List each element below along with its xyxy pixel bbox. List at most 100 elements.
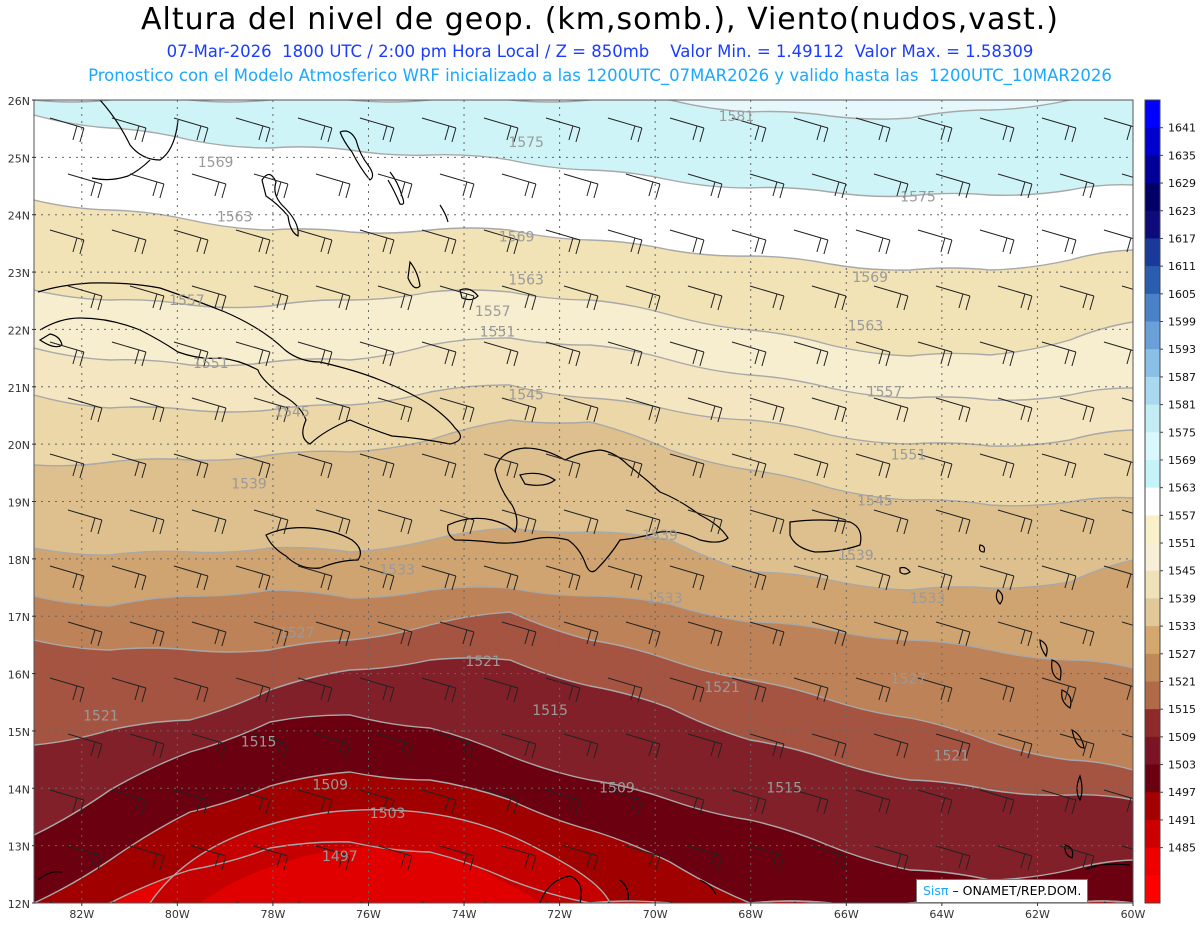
barb-flag (462, 853, 468, 869)
barb-shaft (173, 229, 209, 241)
barb-flag (389, 351, 395, 367)
wind-barb (917, 677, 953, 703)
barb-flag (772, 853, 778, 869)
barb-flag (469, 295, 475, 311)
barb-flag (276, 629, 282, 645)
barb-shaft (687, 621, 723, 633)
barb-flag (196, 685, 202, 701)
wind-barb (917, 341, 953, 367)
barb-flag (320, 349, 326, 365)
wind-barb (297, 117, 333, 143)
barb-flag (134, 125, 140, 141)
wind-barb (625, 733, 661, 759)
wind-barb (501, 285, 537, 311)
barb-shaft (111, 229, 147, 241)
lat-tick-label: 22N (8, 324, 30, 337)
barb-flag (1126, 237, 1132, 253)
barb-shaft (1103, 677, 1133, 688)
barb-flag (531, 407, 537, 423)
barb-shaft (235, 789, 271, 801)
barb-flag (648, 629, 654, 645)
barb-shaft (1121, 173, 1133, 178)
barb-flag (1027, 855, 1033, 871)
wind-barb (917, 117, 953, 143)
wind-barb (253, 285, 289, 311)
barb-shaft (501, 397, 537, 409)
barb-shaft (669, 789, 705, 801)
barb-flag (816, 461, 822, 477)
barb-shaft (625, 397, 661, 409)
barb-flag (90, 741, 96, 757)
wind-barb (935, 173, 971, 199)
barb-shaft (49, 453, 85, 465)
barb-flag (903, 743, 909, 759)
wind-barb (855, 677, 891, 703)
barb-flag (1082, 293, 1088, 309)
barb-flag (1003, 910, 1007, 924)
colorbar-label: 1509 (1168, 731, 1196, 744)
wind-barb (1059, 509, 1095, 535)
barb-shaft (607, 341, 643, 353)
wind-barb (1121, 733, 1133, 738)
barb-flag (506, 685, 512, 701)
barb-flag (699, 127, 705, 143)
wind-barb (873, 285, 909, 311)
barb-flag (1027, 519, 1033, 535)
barb-shaft (191, 733, 227, 745)
barb-flag (699, 351, 705, 367)
barb-flag (575, 127, 581, 143)
barb-flag (141, 687, 147, 703)
wind-barb (235, 789, 271, 815)
colorbar-swatch (1145, 570, 1160, 599)
barb-flag (258, 349, 264, 365)
barb-shaft (545, 341, 581, 353)
barb-flag (72, 125, 78, 141)
barb-flag (221, 855, 227, 871)
barb-flag (575, 575, 581, 591)
barb-flag (655, 183, 661, 199)
barb-shaft (545, 229, 581, 241)
barb-flag (159, 743, 165, 759)
wind-barb (873, 509, 909, 535)
barb-flag (1020, 741, 1026, 757)
wind-barb (979, 565, 1015, 591)
barb-shaft (873, 397, 909, 409)
wind-barb (173, 789, 209, 815)
barb-flag (1010, 912, 1014, 926)
barb-flag (1064, 237, 1070, 253)
barb-shaft (111, 453, 147, 465)
contour-label: 1569 (198, 155, 234, 171)
barb-flag (451, 799, 457, 815)
wind-barb (359, 117, 395, 143)
barb-flag (345, 407, 351, 423)
barb-flag (823, 799, 829, 815)
barb-flag (958, 853, 964, 869)
contour-label: 1545 (274, 405, 310, 421)
barb-flag (648, 405, 654, 421)
barb-shaft (439, 845, 475, 857)
barb-shaft (607, 789, 643, 801)
contour-label: 1569 (852, 270, 888, 286)
barb-flag (593, 183, 599, 199)
wind-barb (483, 229, 519, 255)
colorbar-swatch (1145, 321, 1160, 350)
wind-barb (749, 733, 785, 759)
barb-flag (283, 519, 289, 535)
wind-barb (563, 285, 599, 311)
barb-flag (1126, 573, 1132, 589)
wind-barb (359, 677, 395, 703)
barb-shaft (731, 453, 767, 465)
wind-barb (421, 229, 457, 255)
barb-shaft (917, 229, 953, 241)
barb-flag (903, 631, 909, 647)
barb-flag (327, 127, 333, 143)
barb-flag (717, 295, 723, 311)
barb-flag (90, 181, 96, 197)
barb-shaft (731, 789, 767, 801)
lat-tick-label: 18N (8, 554, 30, 567)
barb-flag (1002, 125, 1008, 141)
barb-shaft (997, 173, 1033, 185)
barb-shaft (191, 285, 227, 297)
barb-flag (965, 407, 971, 423)
wind-barb (67, 173, 103, 199)
